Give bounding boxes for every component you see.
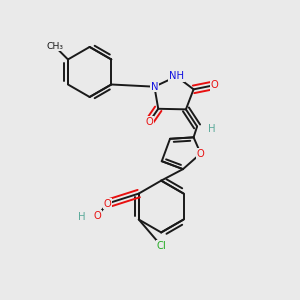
Text: H: H xyxy=(208,124,216,134)
Text: O: O xyxy=(103,199,111,208)
Text: H: H xyxy=(78,212,85,222)
Text: NH: NH xyxy=(169,71,184,81)
Text: O: O xyxy=(145,117,153,127)
Text: O: O xyxy=(93,211,101,221)
Text: O: O xyxy=(210,80,218,90)
Text: N: N xyxy=(151,82,158,92)
Text: O: O xyxy=(197,148,205,158)
Text: Cl: Cl xyxy=(156,241,166,251)
Text: CH₃: CH₃ xyxy=(46,42,63,51)
